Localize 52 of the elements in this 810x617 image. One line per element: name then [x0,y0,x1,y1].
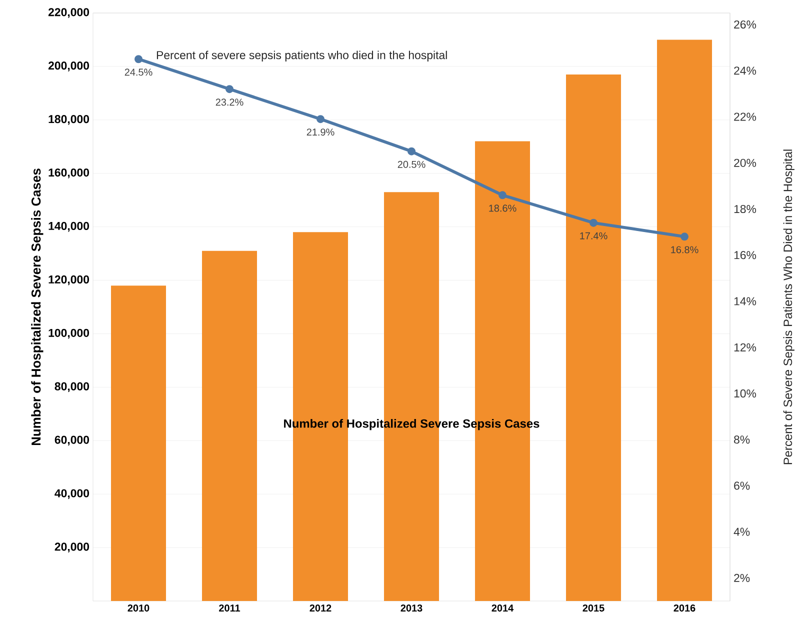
y-tick-label: 120,000 [48,275,90,286]
y2-tick-label: 4% [734,528,750,536]
y-tick-label: 80,000 [54,382,90,392]
y-tick-label: 40,000 [54,489,90,499]
x-tick-label: 2015 [582,604,604,612]
data-label: 24.5% [124,68,152,76]
point [226,85,234,94]
data-label: 21.9% [306,128,334,136]
y2-tick-label: 2% [734,574,750,582]
y-tick-label: 140,000 [48,222,90,232]
y2-tick-label: 16% [734,251,756,260]
x-tick-label: 2010 [128,604,150,612]
y-tick-label: 220,000 [48,8,90,18]
point [134,55,142,64]
bar [202,250,257,601]
data-label: 18.6% [489,204,516,212]
y2-tick-label: 26% [734,20,756,29]
y2-tick-label: 12% [734,343,756,352]
x-tick-label: 2012 [310,604,332,612]
x-tick-label: 2013 [400,604,422,612]
data-label: 20.5% [398,160,426,168]
x-tick-label: 2011 [219,604,240,612]
y-tick-label: 180,000 [48,115,90,125]
y2-tick-label: 14% [734,297,756,306]
y-tick-label: 60,000 [54,436,90,446]
y2-tick-label: 6% [734,482,750,490]
y-tick-label: 100,000 [48,328,90,339]
y2-tick-label: 20% [734,158,756,167]
data-label: 16.8% [671,246,698,254]
y-tick-label: 200,000 [48,62,90,72]
bar [111,286,166,601]
y-tick-label: 160,000 [48,168,90,178]
data-label: 17.4% [580,232,608,240]
y2-tick-label: 8% [734,436,750,444]
y2-axis-title: Percent of Severe Sepsis Patients Who Died in the Hospital [783,150,794,464]
y-tick-label: 20,000 [54,542,90,552]
y2-tick-label: 22% [734,112,756,121]
data-label: 23.2% [216,98,244,106]
x-tick-label: 2016 [674,604,696,612]
point [590,218,598,227]
point [680,232,689,241]
bar [657,40,712,601]
point [498,191,507,200]
y2-tick-label: 10% [734,389,756,398]
point [316,115,325,124]
point [408,147,416,156]
y2-tick-label: 18% [734,204,756,214]
y-axis-title: Number of Hospitalized Severe Sepsis Cases [31,168,44,446]
bar [566,74,622,601]
y2-tick-label: 24% [734,66,756,75]
series-label: Percent of severe sepsis patients who died in the hospital [156,50,447,62]
x-tick-label: 2014 [492,604,514,612]
